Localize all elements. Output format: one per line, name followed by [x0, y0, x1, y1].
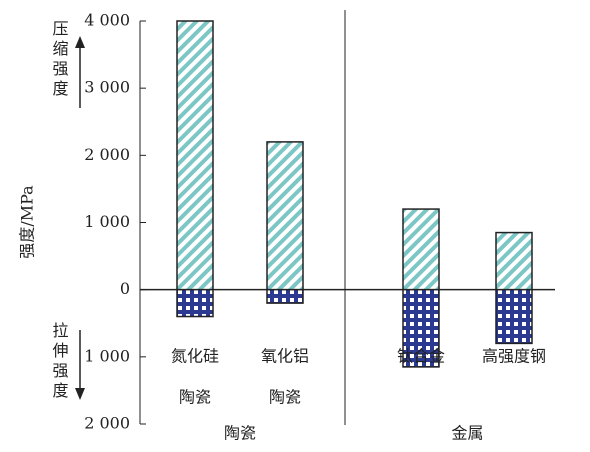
y-tick-label: 1 000: [84, 346, 130, 365]
bar: [495, 288, 533, 345]
y-tick-label: 2 000: [84, 414, 130, 433]
x-tick-label: 钛合金: [397, 347, 445, 366]
y-tick-label: 4 000: [84, 11, 130, 30]
bar: [402, 208, 440, 291]
series-label: 压缩强度: [50, 20, 69, 100]
bar: [176, 288, 214, 318]
y-tick-label: 1 000: [84, 212, 130, 231]
x-tick-label: 陶瓷: [269, 388, 301, 407]
x-tick-label: 氮化硅: [171, 347, 219, 366]
group-label: 陶瓷: [224, 424, 256, 443]
y-tick-label: 3 000: [84, 78, 130, 97]
y-tick-label: 2 000: [84, 145, 130, 164]
y-tick-label: 0: [120, 279, 130, 298]
x-tick-label: 高强度钢: [482, 347, 546, 366]
bar: [402, 288, 440, 368]
bar: [495, 231, 533, 291]
bar: [266, 288, 304, 304]
bar: [266, 141, 304, 291]
x-tick-label: 陶瓷: [179, 388, 211, 407]
x-tick-label: 氧化铝: [261, 347, 309, 366]
series-label: 拉伸强度: [50, 322, 69, 402]
arrow-down-head: [75, 388, 85, 400]
group-label: 金属: [451, 424, 483, 443]
arrow-up-head: [75, 36, 85, 48]
y-axis-label: 强度/MPa: [18, 185, 37, 259]
bar: [176, 20, 214, 291]
